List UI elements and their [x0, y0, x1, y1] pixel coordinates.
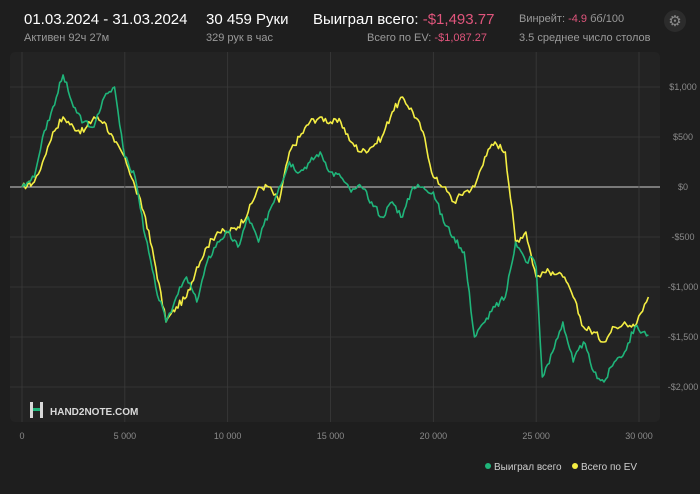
- ev-value: -$1,087.27: [434, 32, 488, 44]
- hands-per-hour: 329 рук в час: [206, 32, 274, 44]
- hand2note-logo: HAND2NOTE.COM: [30, 402, 138, 418]
- won-total: Выиграл всего: -$1,493.77: [313, 11, 494, 28]
- y-tick-label: $1,000: [669, 82, 697, 92]
- won-value: -$1,493.77: [422, 11, 495, 28]
- winrate-value: -4.9: [568, 13, 588, 25]
- logo-bar-left: [30, 402, 33, 418]
- logo-bar-mid: [33, 408, 40, 411]
- series-line-ev: [21, 96, 650, 343]
- x-tick-label: 25 000: [522, 431, 550, 441]
- x-tick-label: 15 000: [317, 431, 345, 441]
- winrate: Винрейт: -4.9 бб/100: [519, 13, 624, 25]
- chart-svg: $1,000 $500 $0 -$500 -$1,000 -$1,500 -$2,000 0 5…: [10, 52, 698, 473]
- ev-total: Всего по EV: -$1,087.27: [367, 32, 487, 44]
- gear-icon[interactable]: ⚙: [664, 10, 686, 32]
- series-line-won: [21, 74, 649, 383]
- y-tick-label: -$1,500: [668, 332, 699, 342]
- x-tick-label: 5 000: [114, 431, 137, 441]
- axis-labels: $1,000 $500 $0 -$500 -$1,000 -$1,500 -$2,000 0 5…: [19, 82, 698, 441]
- x-tick-label: 20 000: [420, 431, 448, 441]
- logo-bar-right: [40, 402, 43, 418]
- winrate-unit: бб/100: [590, 13, 625, 25]
- avg-tables: 3.5 среднее число столов: [519, 32, 651, 44]
- y-tick-label: $0: [678, 182, 688, 192]
- active-time: Активен 92ч 27м: [24, 32, 110, 44]
- legend-marker-ev: [572, 463, 578, 469]
- x-tick-label: 30 000: [625, 431, 653, 441]
- won-label: Выиграл всего:: [313, 11, 419, 28]
- y-tick-label: $500: [673, 132, 693, 142]
- legend-marker-won: [485, 463, 491, 469]
- series-lines: [21, 74, 650, 383]
- legend-label-ev: Всего по EV: [581, 462, 637, 473]
- date-range: 01.03.2024 - 31.03.2024: [24, 11, 188, 28]
- legend: Выиграл всего Всего по EV: [485, 462, 637, 473]
- ev-label: Всего по EV:: [367, 32, 432, 44]
- logo-text: HAND2NOTE.COM: [50, 407, 138, 418]
- legend-label-won: Выиграл всего: [494, 462, 562, 473]
- y-tick-label: -$2,000: [668, 382, 699, 392]
- chart-area: $1,000 $500 $0 -$500 -$1,000 -$1,500 -$2,000 0 5…: [0, 52, 700, 489]
- hands-count: 30 459 Руки: [206, 11, 289, 28]
- winrate-label: Винрейт:: [519, 13, 566, 25]
- stats-header: 01.03.2024 - 31.03.2024 Активен 92ч 27м …: [0, 0, 700, 52]
- y-tick-label: -$1,000: [668, 282, 699, 292]
- grid: [10, 52, 660, 422]
- x-tick-label: 0: [19, 431, 24, 441]
- x-tick-label: 10 000: [214, 431, 242, 441]
- y-tick-label: -$500: [671, 232, 694, 242]
